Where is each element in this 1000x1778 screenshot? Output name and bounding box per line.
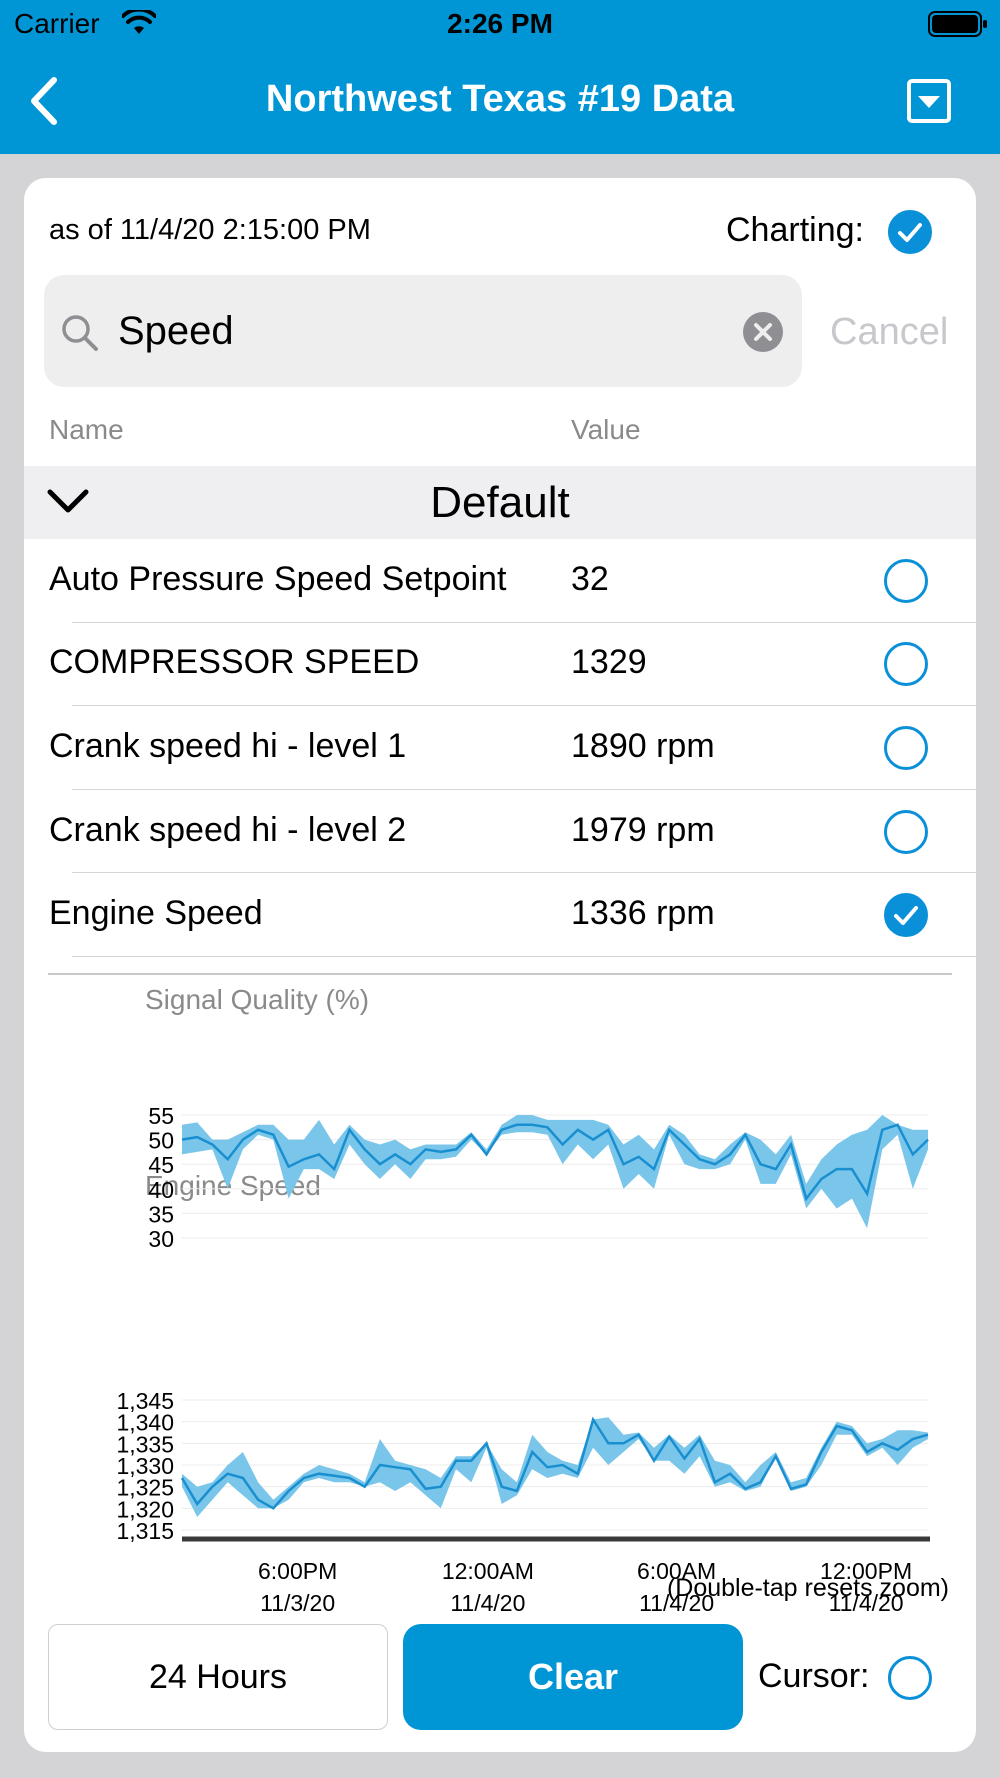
y-tick-label: 30 [148, 1226, 174, 1252]
chart-toggle[interactable] [884, 810, 928, 854]
as-of-label: as of 11/4/20 2:15:00 PM [49, 214, 371, 246]
y-tick-label: 50 [148, 1128, 174, 1154]
cancel-search-button[interactable]: Cancel [830, 311, 949, 353]
back-chevron-icon[interactable] [26, 76, 62, 126]
y-tick-label: 55 [148, 1103, 174, 1129]
x-tick-date: 11/4/20 [829, 1590, 904, 1616]
dropdown-box-icon[interactable] [906, 78, 952, 124]
row-value: 1890 rpm [571, 727, 715, 765]
status-bar: Carrier 2:26 PM [0, 0, 1000, 50]
y-tick-label: 1,335 [116, 1431, 174, 1457]
wifi-icon [122, 10, 156, 34]
search-input[interactable]: Speed [118, 309, 234, 353]
y-tick-label: 45 [148, 1152, 174, 1178]
y-tick-label: 1,330 [116, 1453, 174, 1479]
row-name: Crank speed hi - level 1 [49, 727, 407, 765]
search-icon [62, 315, 98, 351]
list-item[interactable]: Crank speed hi - level 1 1890 rpm [24, 706, 976, 790]
chart-1-title: Signal Quality (%) [145, 984, 369, 1015]
series-line [180, 1416, 929, 1510]
cursor-toggle[interactable] [888, 1656, 932, 1700]
y-tick-label: 1,340 [116, 1410, 174, 1436]
row-name: Auto Pressure Speed Setpoint [49, 560, 507, 598]
column-header-value: Value [571, 414, 641, 445]
time-range-button[interactable]: 24 Hours [48, 1624, 388, 1730]
row-divider [72, 872, 976, 873]
x-tick-date: 11/4/20 [639, 1590, 714, 1616]
data-card: as of 11/4/20 2:15:00 PM Charting: Speed… [24, 178, 976, 1752]
row-value: 1336 rpm [571, 894, 715, 932]
chart-divider [48, 973, 952, 975]
row-divider [72, 705, 976, 706]
navigation-bar: Northwest Texas #19 Data [0, 50, 1000, 154]
charting-toggle[interactable] [888, 210, 932, 254]
chart-toggle[interactable] [884, 893, 928, 937]
x-tick-label: 12:00PM [820, 1558, 912, 1584]
chart-toggle[interactable] [884, 726, 928, 770]
clear-search-icon[interactable] [743, 312, 783, 352]
status-time: 2:26 PM [447, 8, 553, 39]
row-value: 32 [571, 560, 609, 598]
x-tick-label: 6:00AM [637, 1558, 716, 1584]
chart-toggle[interactable] [884, 559, 928, 603]
carrier-label: Carrier [14, 8, 100, 39]
checkmark-icon [894, 906, 918, 925]
y-tick-label: 1,325 [116, 1475, 174, 1501]
cursor-label: Cursor: [758, 1657, 870, 1695]
y-tick-label: 40 [148, 1177, 174, 1203]
list-item[interactable]: Crank speed hi - level 2 1979 rpm [24, 790, 976, 873]
y-tick-label: 1,320 [116, 1496, 174, 1522]
row-divider [72, 789, 976, 790]
chart-toggle[interactable] [884, 642, 928, 686]
series-line [181, 1123, 929, 1202]
chevron-down-icon [47, 489, 89, 513]
x-tick-label: 12:00AM [442, 1558, 534, 1584]
charts-area[interactable]: Engine Speed Signal Quality (%) 55504540… [24, 978, 976, 1618]
x-tick-label: 6:00PM [258, 1558, 337, 1584]
range-band [182, 1115, 928, 1229]
x-tick-date: 11/3/20 [260, 1590, 335, 1616]
search-field[interactable]: Speed [44, 275, 802, 387]
clear-button[interactable]: Clear [403, 1624, 743, 1730]
row-name: COMPRESSOR SPEED [49, 643, 420, 681]
list-item[interactable]: Engine Speed 1336 rpm [24, 873, 976, 957]
row-name: Engine Speed [49, 894, 263, 932]
list-item[interactable]: COMPRESSOR SPEED 1329 [24, 623, 976, 706]
row-value: 1979 rpm [571, 811, 715, 849]
row-divider [72, 956, 976, 957]
group-title: Default [430, 478, 570, 527]
checkmark-icon [898, 223, 922, 242]
page-title: Northwest Texas #19 Data [265, 78, 735, 120]
row-divider [72, 622, 976, 623]
zoom-reset-note: (Double-tap resets zoom) [667, 1574, 949, 1602]
y-tick-label: 35 [148, 1201, 174, 1227]
row-value: 1329 [571, 643, 647, 681]
row-name: Crank speed hi - level 2 [49, 811, 407, 849]
group-header[interactable]: Default [24, 466, 976, 539]
column-header-name: Name [49, 414, 124, 445]
x-tick-date: 11/4/20 [450, 1590, 525, 1616]
y-tick-label: 1,345 [116, 1388, 174, 1414]
battery-icon [928, 11, 987, 37]
charting-label: Charting: [726, 211, 864, 249]
list-item[interactable]: Auto Pressure Speed Setpoint 32 [24, 539, 976, 623]
y-tick-label: 1,315 [116, 1518, 174, 1544]
